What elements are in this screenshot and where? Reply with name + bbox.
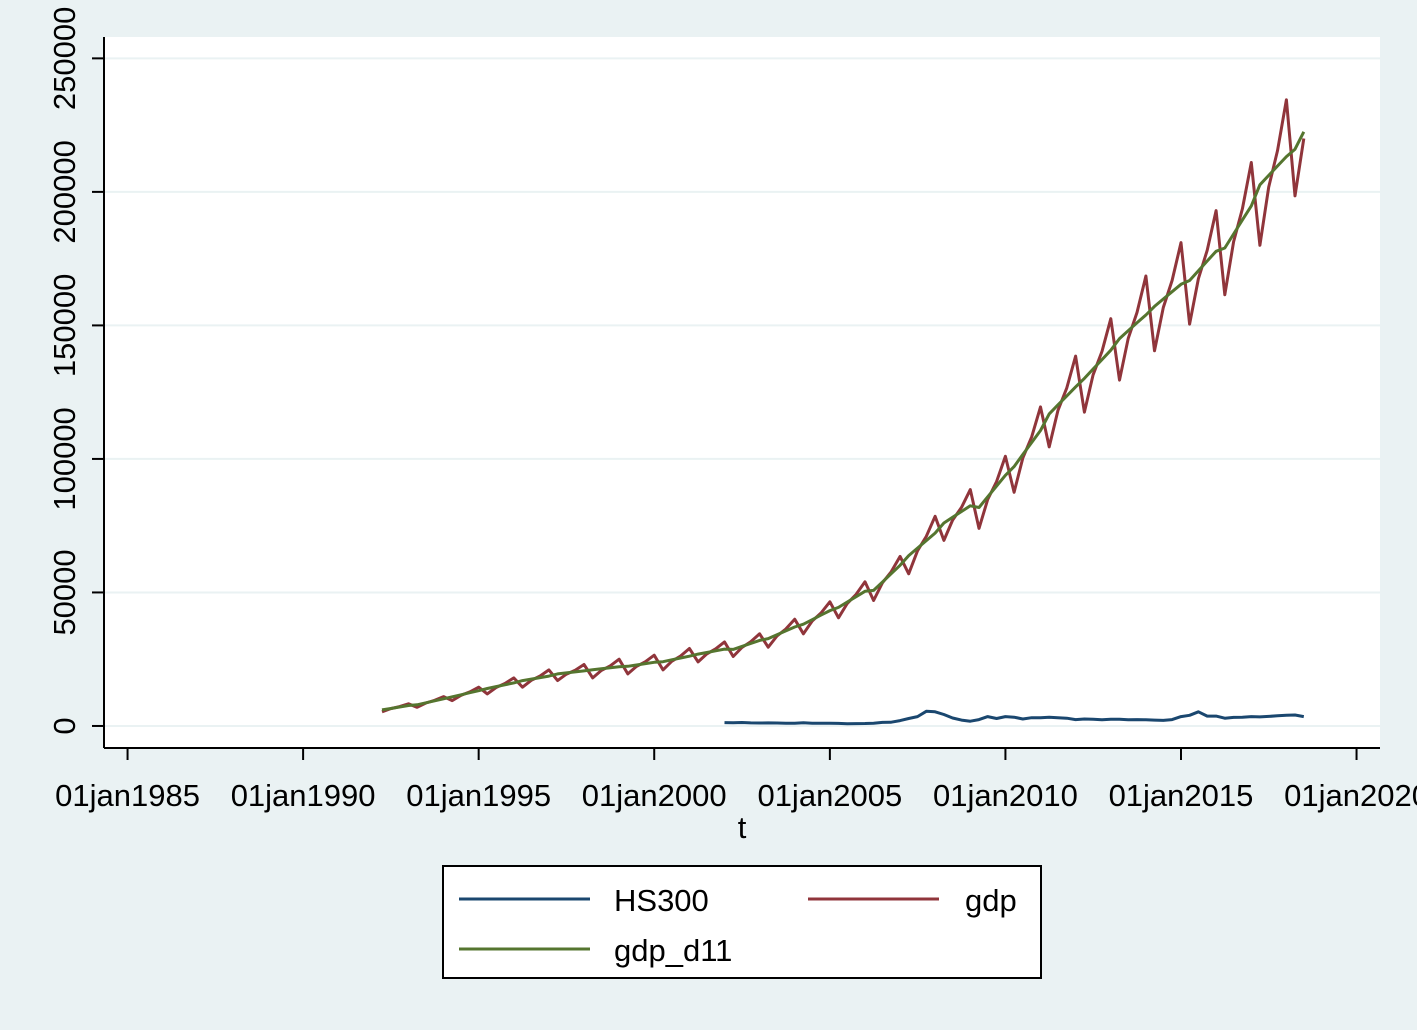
x-tick-label: 01jan2010 bbox=[933, 778, 1078, 813]
x-tick-label: 01jan1990 bbox=[231, 778, 376, 813]
series-line bbox=[381, 131, 1306, 712]
y-tick-label: 50000 bbox=[47, 549, 82, 635]
series-line bbox=[724, 709, 1305, 726]
legend-label: gdp_d11 bbox=[614, 933, 732, 968]
y-tick-label: 250000 bbox=[47, 7, 82, 110]
x-tick-label: 01jan1985 bbox=[55, 778, 200, 813]
legend-label: HS300 bbox=[614, 883, 709, 918]
x-tick-label: 01jan2015 bbox=[1109, 778, 1254, 813]
y-tick-label: 0 bbox=[47, 717, 82, 734]
x-tick-label: 01jan2005 bbox=[757, 778, 902, 813]
legend bbox=[442, 865, 1042, 979]
plot-area bbox=[104, 37, 1380, 748]
y-tick-label: 150000 bbox=[47, 274, 82, 377]
legend-label: gdp bbox=[965, 883, 1017, 918]
x-tick-label: 01jan1995 bbox=[406, 778, 551, 813]
y-tick-label: 200000 bbox=[47, 140, 82, 243]
x-tick-label: 01jan2020 bbox=[1284, 778, 1417, 813]
y-tick-label: 100000 bbox=[47, 407, 82, 510]
x-axis-title: t bbox=[738, 810, 747, 845]
x-tick-label: 01jan2000 bbox=[582, 778, 727, 813]
